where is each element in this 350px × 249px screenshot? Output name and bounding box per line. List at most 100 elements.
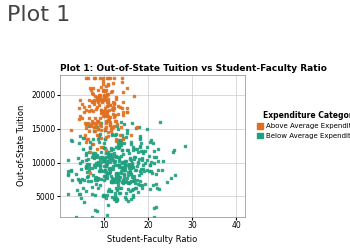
Above Average Expenditure bbox=[97, 96, 102, 100]
Below Average Expenditure bbox=[92, 178, 97, 182]
Below Average Expenditure bbox=[83, 166, 88, 170]
Below Average Expenditure bbox=[122, 159, 128, 163]
Below Average Expenditure bbox=[113, 196, 119, 200]
Above Average Expenditure bbox=[86, 129, 92, 133]
Below Average Expenditure bbox=[128, 164, 134, 168]
Below Average Expenditure bbox=[114, 197, 120, 201]
Below Average Expenditure bbox=[77, 178, 82, 182]
Below Average Expenditure bbox=[99, 177, 104, 181]
Text: Plot 1: Plot 1 bbox=[7, 5, 70, 25]
Below Average Expenditure bbox=[128, 140, 133, 144]
Above Average Expenditure bbox=[94, 147, 100, 151]
Below Average Expenditure bbox=[102, 164, 107, 168]
Below Average Expenditure bbox=[114, 173, 120, 177]
Below Average Expenditure bbox=[79, 167, 84, 171]
Below Average Expenditure bbox=[130, 145, 135, 149]
Below Average Expenditure bbox=[120, 178, 126, 182]
Above Average Expenditure bbox=[107, 103, 113, 107]
Below Average Expenditure bbox=[77, 192, 82, 196]
Below Average Expenditure bbox=[69, 139, 75, 143]
Above Average Expenditure bbox=[104, 125, 109, 129]
Below Average Expenditure bbox=[81, 136, 87, 140]
Below Average Expenditure bbox=[97, 133, 102, 137]
Below Average Expenditure bbox=[126, 164, 131, 168]
Above Average Expenditure bbox=[119, 76, 125, 80]
Below Average Expenditure bbox=[77, 134, 83, 138]
Above Average Expenditure bbox=[92, 116, 98, 120]
Above Average Expenditure bbox=[85, 137, 91, 141]
Below Average Expenditure bbox=[125, 148, 130, 152]
Below Average Expenditure bbox=[81, 200, 86, 204]
Above Average Expenditure bbox=[112, 119, 118, 123]
Below Average Expenditure bbox=[164, 180, 170, 184]
Below Average Expenditure bbox=[95, 176, 100, 180]
Above Average Expenditure bbox=[104, 148, 109, 152]
Below Average Expenditure bbox=[97, 132, 103, 136]
Above Average Expenditure bbox=[111, 115, 117, 119]
Below Average Expenditure bbox=[142, 161, 148, 165]
Above Average Expenditure bbox=[92, 94, 98, 98]
Below Average Expenditure bbox=[147, 140, 153, 144]
Below Average Expenditure bbox=[125, 176, 130, 180]
Below Average Expenditure bbox=[172, 173, 178, 177]
Below Average Expenditure bbox=[80, 147, 86, 151]
Below Average Expenditure bbox=[88, 179, 93, 183]
Below Average Expenditure bbox=[116, 163, 122, 167]
Above Average Expenditure bbox=[105, 93, 110, 97]
Below Average Expenditure bbox=[94, 209, 100, 213]
Below Average Expenditure bbox=[128, 179, 134, 183]
Below Average Expenditure bbox=[153, 182, 159, 186]
Below Average Expenditure bbox=[141, 167, 146, 171]
Below Average Expenditure bbox=[103, 164, 108, 168]
Below Average Expenditure bbox=[135, 183, 141, 187]
Above Average Expenditure bbox=[104, 104, 110, 108]
Below Average Expenditure bbox=[126, 173, 131, 177]
Above Average Expenditure bbox=[98, 98, 104, 102]
Below Average Expenditure bbox=[138, 179, 143, 183]
Below Average Expenditure bbox=[117, 137, 122, 141]
Above Average Expenditure bbox=[113, 119, 118, 123]
Below Average Expenditure bbox=[113, 199, 119, 203]
Above Average Expenditure bbox=[95, 99, 101, 103]
Below Average Expenditure bbox=[87, 146, 93, 150]
Below Average Expenditure bbox=[65, 172, 71, 176]
Below Average Expenditure bbox=[74, 215, 79, 219]
Below Average Expenditure bbox=[98, 121, 104, 125]
Below Average Expenditure bbox=[130, 148, 136, 152]
Below Average Expenditure bbox=[119, 161, 124, 165]
Below Average Expenditure bbox=[133, 181, 138, 185]
Below Average Expenditure bbox=[69, 178, 75, 182]
Above Average Expenditure bbox=[104, 119, 110, 123]
Below Average Expenditure bbox=[135, 190, 140, 194]
Below Average Expenditure bbox=[83, 189, 89, 193]
Below Average Expenditure bbox=[116, 165, 122, 169]
Below Average Expenditure bbox=[109, 174, 114, 178]
Below Average Expenditure bbox=[135, 161, 141, 165]
Below Average Expenditure bbox=[86, 124, 91, 128]
Below Average Expenditure bbox=[116, 139, 121, 143]
Below Average Expenditure bbox=[110, 147, 116, 151]
Above Average Expenditure bbox=[113, 97, 118, 101]
Above Average Expenditure bbox=[113, 95, 119, 99]
Below Average Expenditure bbox=[65, 169, 71, 173]
Below Average Expenditure bbox=[137, 145, 143, 149]
Below Average Expenditure bbox=[99, 150, 104, 154]
Below Average Expenditure bbox=[125, 181, 131, 185]
Above Average Expenditure bbox=[134, 125, 140, 129]
Below Average Expenditure bbox=[78, 180, 83, 184]
Below Average Expenditure bbox=[144, 168, 149, 172]
Below Average Expenditure bbox=[91, 163, 97, 167]
Below Average Expenditure bbox=[120, 181, 126, 185]
Above Average Expenditure bbox=[76, 117, 82, 121]
Above Average Expenditure bbox=[99, 100, 105, 104]
Below Average Expenditure bbox=[137, 183, 142, 187]
Below Average Expenditure bbox=[89, 215, 95, 219]
Below Average Expenditure bbox=[113, 180, 119, 184]
Above Average Expenditure bbox=[111, 102, 117, 106]
Below Average Expenditure bbox=[113, 191, 118, 195]
Below Average Expenditure bbox=[112, 133, 118, 137]
Below Average Expenditure bbox=[108, 157, 114, 161]
Below Average Expenditure bbox=[106, 159, 111, 163]
Below Average Expenditure bbox=[86, 157, 91, 161]
Below Average Expenditure bbox=[112, 163, 118, 167]
